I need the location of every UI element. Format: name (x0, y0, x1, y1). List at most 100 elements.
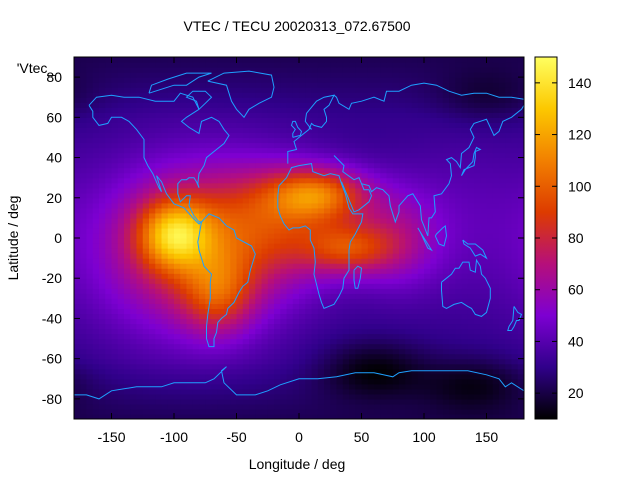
heatmap-cell (149, 278, 156, 284)
heatmap-cell (86, 268, 94, 274)
heatmap-cell (211, 343, 219, 350)
heatmap-cell (336, 162, 344, 169)
heatmap-cell (124, 413, 131, 419)
heatmap-cell (280, 328, 288, 335)
heatmap-cell (92, 192, 100, 199)
heatmap-cell (224, 283, 231, 289)
heatmap-cell (499, 192, 506, 199)
heatmap-cell (124, 373, 131, 380)
heatmap-cell (280, 202, 288, 209)
heatmap-cell (124, 152, 131, 159)
heatmap-cell (380, 152, 388, 159)
heatmap-cell (92, 217, 100, 224)
heatmap-cell (174, 383, 181, 390)
heatmap-cell (355, 348, 363, 355)
heatmap-cell (242, 82, 250, 88)
heatmap-cell (236, 408, 244, 415)
heatmap-cell (330, 318, 338, 325)
heatmap-cell (117, 288, 125, 294)
heatmap-cell (411, 117, 419, 123)
heatmap-cell (242, 92, 250, 98)
heatmap-cell (361, 192, 369, 199)
heatmap-cell (417, 117, 425, 123)
heatmap-cell (99, 92, 106, 98)
heatmap-cell (399, 368, 406, 375)
heatmap-cell (299, 122, 306, 128)
heatmap-cell (480, 243, 488, 249)
heatmap-cell (411, 137, 419, 144)
heatmap-cell (149, 107, 156, 113)
heatmap-cell (442, 338, 450, 345)
heatmap-cell (242, 343, 250, 350)
heatmap-cell (392, 303, 400, 309)
heatmap-cell (167, 177, 175, 184)
heatmap-cell (180, 348, 188, 355)
heatmap-cell (386, 167, 394, 174)
heatmap-cell (392, 348, 400, 355)
heatmap-cell (255, 313, 263, 320)
heatmap-cell (380, 408, 388, 415)
heatmap-cell (230, 328, 238, 335)
heatmap-cell (149, 187, 156, 194)
heatmap-cell (111, 243, 119, 249)
heatmap-cell (86, 328, 94, 335)
heatmap-cell (149, 353, 156, 360)
heatmap-cell (167, 97, 175, 103)
heatmap-cell (499, 82, 506, 88)
heatmap-cell (505, 197, 513, 204)
heatmap-cell (105, 313, 113, 320)
heatmap-cell (111, 323, 119, 330)
heatmap-cell (199, 152, 206, 159)
heatmap-cell (236, 172, 244, 179)
heatmap-cell (442, 238, 450, 244)
heatmap-cell (149, 368, 156, 375)
heatmap-cell (486, 283, 494, 289)
heatmap-cell (374, 413, 381, 419)
heatmap-cell (386, 338, 394, 345)
heatmap-cell (442, 97, 450, 103)
heatmap-cell (224, 318, 231, 325)
heatmap-cell (286, 202, 294, 209)
heatmap-cell (324, 117, 331, 123)
heatmap-cell (255, 72, 263, 78)
heatmap-cell (236, 238, 244, 244)
heatmap-cell (305, 393, 313, 400)
heatmap-cell (142, 107, 150, 113)
heatmap-cell (417, 288, 425, 294)
heatmap-cell (305, 152, 313, 159)
heatmap-cell (417, 177, 425, 184)
heatmap-cell (336, 258, 344, 264)
heatmap-cell (486, 318, 494, 325)
heatmap-cell (286, 348, 294, 355)
heatmap-cell (180, 283, 188, 289)
heatmap-cell (167, 82, 175, 88)
heatmap-cell (236, 268, 244, 274)
heatmap-cell (480, 142, 488, 149)
heatmap-cell (517, 273, 524, 279)
heatmap-cell (374, 268, 381, 274)
heatmap-cell (486, 403, 494, 410)
heatmap-cell (380, 117, 388, 123)
heatmap-cell (336, 318, 344, 325)
heatmap-cell (436, 313, 444, 320)
heatmap-cell (392, 293, 400, 299)
heatmap-cell (236, 383, 244, 390)
heatmap-cell (86, 182, 94, 189)
heatmap-cell (136, 207, 144, 214)
heatmap-cell (211, 142, 219, 149)
heatmap-cell (124, 82, 131, 88)
heatmap-cell (286, 258, 294, 264)
heatmap-cell (511, 293, 519, 299)
heatmap-cell (167, 388, 175, 395)
heatmap-cell (205, 293, 213, 299)
heatmap-cell (486, 152, 494, 159)
heatmap-cell (505, 328, 513, 335)
heatmap-cell (492, 363, 500, 370)
heatmap-cell (86, 102, 94, 108)
heatmap-cell (349, 238, 356, 244)
heatmap-cell (274, 303, 281, 309)
heatmap-cell (380, 328, 388, 335)
heatmap-cell (236, 227, 244, 234)
heatmap-cell (105, 253, 113, 259)
heatmap-cell (367, 212, 375, 219)
